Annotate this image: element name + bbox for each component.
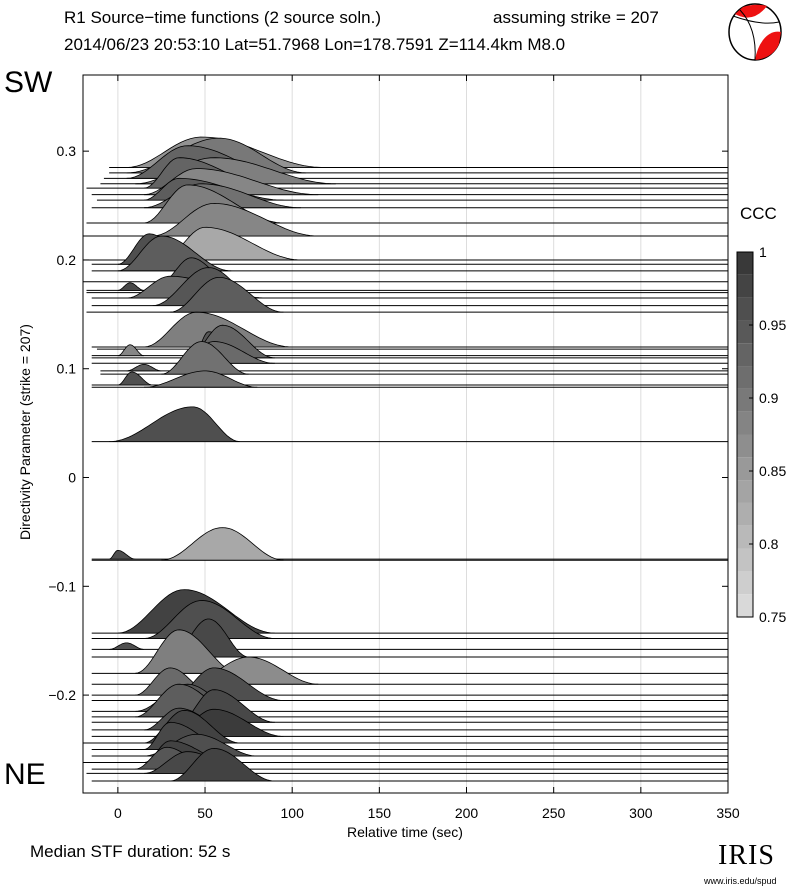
colorbar-segment	[737, 434, 753, 458]
y-tick-label: 0.1	[57, 361, 77, 377]
stf-pulse	[170, 277, 284, 313]
stf-pulse	[143, 370, 258, 388]
strike-note: assuming strike = 207	[493, 8, 659, 27]
colorbar-segment	[737, 320, 753, 344]
x-tick-label: 300	[629, 805, 653, 821]
iris-logo: IRIS	[718, 840, 775, 871]
median-duration: Median STF duration: 52 s	[30, 842, 231, 861]
y-tick-label: −0.1	[48, 578, 76, 594]
y-tick-label: 0	[68, 470, 76, 486]
colorbar-tick-label: 1	[759, 244, 767, 260]
x-axis-label: Relative time (sec)	[347, 824, 463, 840]
stf-pulse	[117, 282, 144, 291]
stf-pulse	[109, 550, 136, 560]
colorbar-segment	[737, 594, 753, 617]
stf-trace	[91, 406, 728, 443]
stf-pulse	[152, 202, 319, 237]
colorbar-tick-label: 0.9	[759, 390, 779, 406]
colorbar-segment	[737, 548, 753, 572]
y-tick-label: −0.2	[48, 687, 76, 703]
beachball-icon	[728, 3, 782, 61]
stf-trace	[91, 311, 728, 348]
stf-trace	[86, 184, 728, 224]
stf-trace	[91, 629, 728, 674]
colorbar-segment	[737, 571, 753, 595]
direction-label-sw: SW	[4, 66, 53, 99]
colorbar-tick-label: 0.8	[759, 536, 779, 552]
direction-label-ne: NE	[4, 758, 46, 791]
stf-pulse	[170, 747, 275, 782]
stf-pulse	[161, 527, 284, 561]
colorbar-segment	[737, 480, 753, 503]
stf-pulse	[161, 226, 301, 261]
colorbar-segment	[737, 252, 753, 275]
stf-trace	[91, 370, 728, 388]
colorbar-segment	[737, 343, 753, 367]
colorbar-segment	[737, 274, 753, 298]
stf-pulse	[109, 406, 240, 442]
x-tick-label: 100	[281, 805, 305, 821]
event-info: 2014/06/23 20:53:10 Lat=51.7968 Lon=178.…	[64, 35, 566, 54]
colorbar-tick-label: 0.95	[759, 317, 786, 333]
stf-trace	[91, 747, 728, 782]
plot-frame	[82, 74, 729, 794]
colorbar-segment	[737, 502, 753, 526]
y-axis-label: Directivity Parameter (strike = 207)	[17, 324, 33, 540]
colorbar-segment	[737, 525, 753, 549]
x-tick-label: 350	[716, 805, 740, 821]
y-tick-label: 0.2	[57, 252, 77, 268]
stf-pulse	[117, 344, 145, 357]
x-tick-label: 0	[114, 805, 122, 821]
y-tick-label: 0.3	[57, 143, 77, 159]
colorbar-frame	[736, 251, 754, 618]
iris-url: www.iris.edu/spud	[704, 876, 777, 886]
colorbar-segment	[737, 411, 753, 435]
colorbar-segment	[737, 457, 753, 481]
colorbar-segment	[737, 297, 753, 321]
stf-pulse	[109, 642, 144, 650]
colorbar-tick-label: 0.85	[759, 463, 786, 479]
x-tick-label: 200	[455, 805, 479, 821]
stf-pulse	[126, 364, 162, 372]
colorbar-segment	[737, 366, 753, 389]
stf-pulse	[161, 341, 249, 375]
x-tick-label: 250	[542, 805, 566, 821]
chart-title: R1 Source−time functions (2 source soln.…	[64, 8, 382, 27]
stf-trace	[91, 527, 728, 561]
colorbar-tick-label: 0.75	[759, 609, 786, 625]
colorbar-label: CCC	[740, 204, 777, 223]
x-tick-label: 150	[368, 805, 392, 821]
x-tick-label: 50	[197, 805, 213, 821]
colorbar-segment	[737, 388, 753, 412]
stf-pulse	[117, 371, 153, 386]
